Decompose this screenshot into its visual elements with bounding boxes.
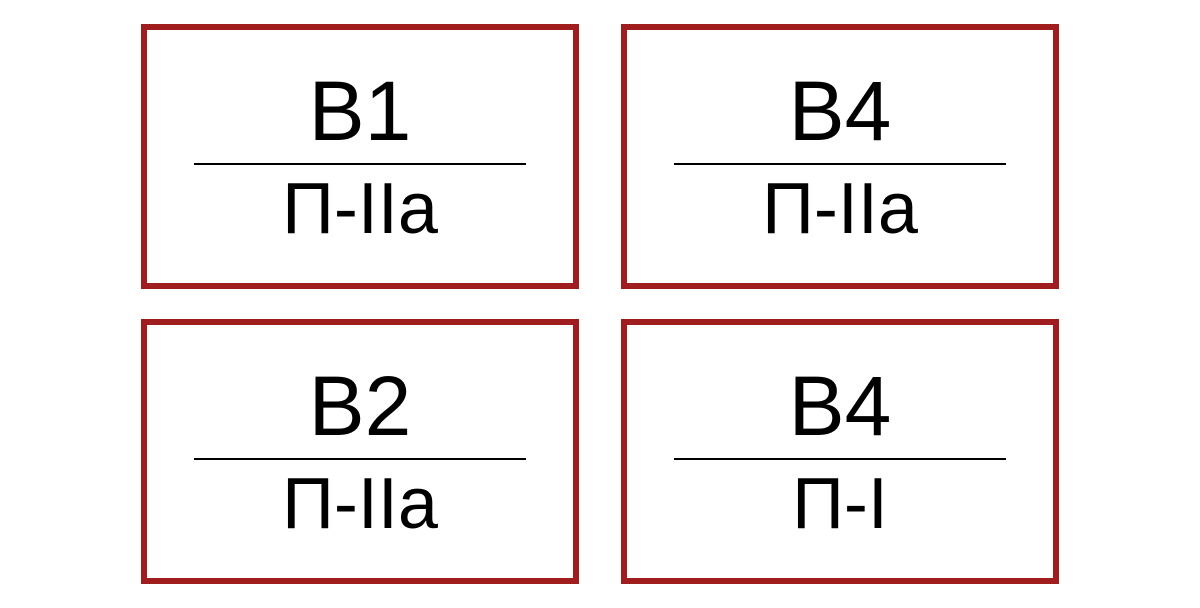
card-bottom-label: П-IIа <box>282 165 438 245</box>
classification-card: В4 П-I <box>621 319 1059 584</box>
card-top-label: В4 <box>789 69 892 163</box>
classification-card: В4 П-IIа <box>621 24 1059 289</box>
card-bottom-label: П-IIа <box>282 460 438 540</box>
card-bottom-label: П-I <box>792 460 888 540</box>
classification-card: В1 П-IIа <box>141 24 579 289</box>
classification-card: В2 П-IIа <box>141 319 579 584</box>
card-top-label: В4 <box>789 364 892 458</box>
card-top-label: В2 <box>309 364 412 458</box>
card-bottom-label: П-IIа <box>762 165 918 245</box>
card-top-label: В1 <box>309 69 412 163</box>
card-grid: В1 П-IIа В4 П-IIа В2 П-IIа В4 П-I <box>141 24 1059 584</box>
